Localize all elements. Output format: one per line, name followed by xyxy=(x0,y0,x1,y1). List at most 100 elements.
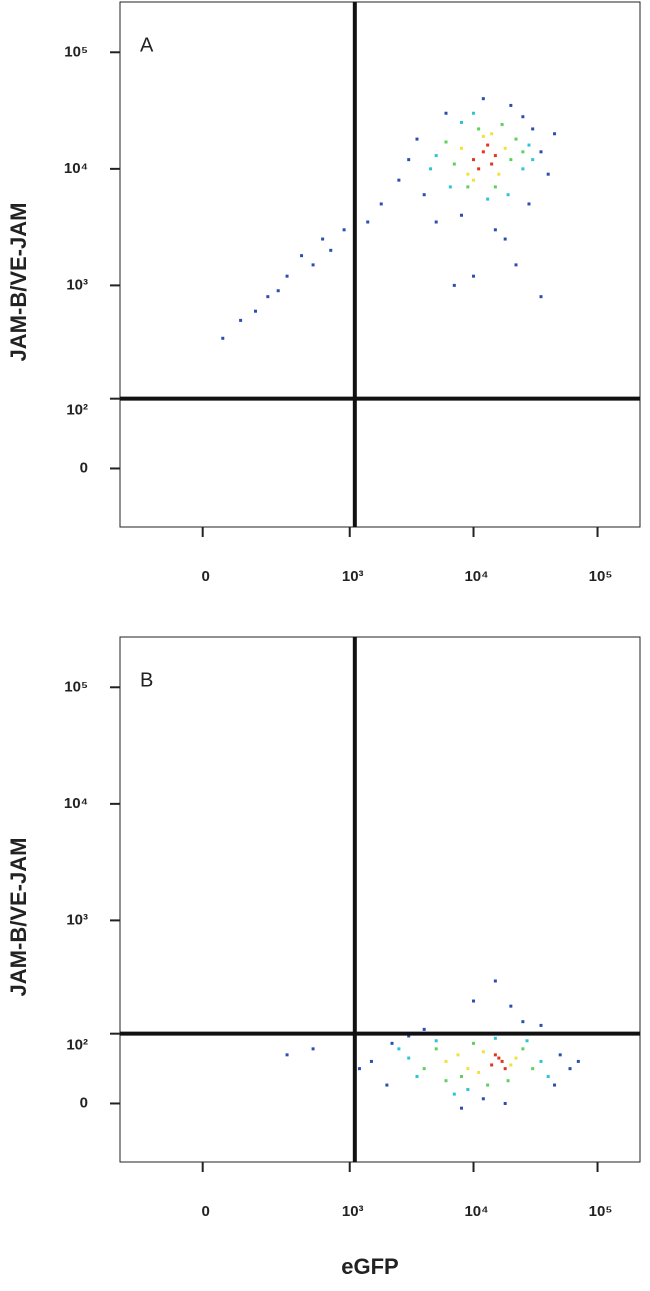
event-dot xyxy=(477,167,481,171)
event-dot xyxy=(514,1056,518,1060)
event-dot xyxy=(481,1050,485,1054)
event-dot xyxy=(253,309,257,313)
event-dot xyxy=(342,228,346,232)
event-dot xyxy=(407,158,411,162)
event-dot xyxy=(448,185,452,189)
y-tick-label: 10³ xyxy=(66,911,88,928)
event-dot xyxy=(357,1067,361,1071)
event-dot xyxy=(472,999,476,1003)
y-tick-label: 10⁴ xyxy=(64,160,88,177)
x-tick-label: 10³ xyxy=(342,1203,364,1220)
event-dot xyxy=(397,1047,401,1051)
event-dot xyxy=(493,154,497,158)
event-dot xyxy=(415,137,419,141)
event-dot xyxy=(576,1059,580,1063)
y-axis-title: JAM-B/VE-JAM xyxy=(6,203,31,362)
y-tick-label: 10² xyxy=(66,1037,88,1054)
event-dot xyxy=(422,193,426,197)
event-dot xyxy=(456,1053,460,1057)
event-dot xyxy=(539,295,543,299)
plot-frame xyxy=(119,1,641,528)
event-dot xyxy=(539,1023,543,1027)
x-tick-label: 10⁵ xyxy=(589,568,613,585)
event-dot xyxy=(486,197,490,201)
event-dot xyxy=(525,1039,529,1043)
event-dot xyxy=(553,1083,557,1087)
event-dot xyxy=(521,150,525,154)
event-dot xyxy=(500,1059,504,1063)
event-dot xyxy=(506,1079,510,1083)
event-dot xyxy=(460,1075,464,1079)
event-dot xyxy=(466,1067,470,1071)
event-dot xyxy=(285,274,289,278)
x-tick-label: 10⁴ xyxy=(464,568,488,585)
event-dot xyxy=(481,97,485,101)
event-dot xyxy=(514,263,518,267)
event-dot xyxy=(321,237,325,241)
event-dot xyxy=(509,103,513,107)
event-dot xyxy=(452,1092,456,1096)
event-dot xyxy=(460,1106,464,1110)
event-dot xyxy=(509,1004,513,1008)
event-dot xyxy=(531,127,535,131)
event-dot xyxy=(444,140,448,144)
event-dot xyxy=(452,162,456,166)
y-tick-label: 10⁵ xyxy=(64,43,88,60)
event-dot xyxy=(493,228,497,232)
event-dot xyxy=(379,202,383,206)
event-dot xyxy=(477,1071,481,1075)
event-dot xyxy=(521,115,525,119)
y-axis-title: JAM-B/VE-JAM xyxy=(6,838,31,997)
event-dot xyxy=(497,172,501,176)
y-tick-label: 10² xyxy=(66,402,88,419)
event-dot xyxy=(466,172,470,176)
event-dot xyxy=(460,146,464,150)
event-dot xyxy=(444,111,448,115)
y-tick-label: 10³ xyxy=(66,276,88,293)
event-dot xyxy=(521,167,525,171)
event-dot xyxy=(460,213,464,217)
event-dot xyxy=(503,237,507,241)
event-dot xyxy=(221,336,225,340)
event-dot xyxy=(521,1020,525,1024)
event-dot xyxy=(285,1053,289,1057)
event-dot xyxy=(486,1083,490,1087)
x-tick-label: 0 xyxy=(202,568,210,585)
event-dot xyxy=(509,158,513,162)
event-dot xyxy=(452,283,456,287)
event-dot xyxy=(486,143,490,147)
event-dot xyxy=(539,150,543,154)
event-dot xyxy=(385,1083,389,1087)
event-dot xyxy=(390,1041,394,1045)
plot-frame xyxy=(119,636,641,1163)
event-dot xyxy=(434,154,438,158)
event-dot xyxy=(472,158,476,162)
panel-label: A xyxy=(140,34,154,56)
event-dot xyxy=(477,127,481,131)
event-dot xyxy=(276,289,280,293)
event-dot xyxy=(490,132,494,136)
event-dot xyxy=(481,134,485,138)
event-dot xyxy=(311,1047,315,1051)
event-dot xyxy=(490,1063,494,1067)
event-dot xyxy=(466,185,470,189)
event-dot xyxy=(397,178,401,182)
event-dot xyxy=(300,254,304,258)
event-dot xyxy=(514,137,518,141)
event-dot xyxy=(407,1034,411,1038)
event-dot xyxy=(444,1079,448,1083)
event-dot xyxy=(568,1067,572,1071)
event-dot xyxy=(472,111,476,115)
x-tick-label: 10³ xyxy=(342,568,364,585)
event-dot xyxy=(329,248,333,252)
event-dot xyxy=(422,1027,426,1031)
event-dot xyxy=(422,1067,426,1071)
event-dot xyxy=(503,1067,507,1071)
x-axis-title: eGFP xyxy=(341,1254,398,1279)
y-tick-label: 0 xyxy=(80,459,88,476)
event-dot xyxy=(506,193,510,197)
event-dot xyxy=(481,1097,485,1101)
event-dot xyxy=(434,220,438,224)
x-tick-label: 10⁵ xyxy=(589,1203,613,1220)
